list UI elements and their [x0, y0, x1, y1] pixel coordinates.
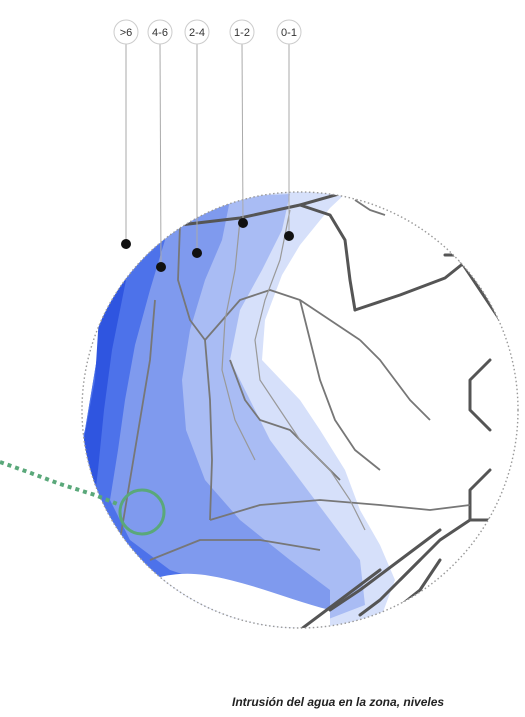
legend-marker-dot-1 — [156, 262, 166, 272]
map-caption: Intrusión del agua en la zona, niveles — [232, 695, 445, 709]
legend-label-circle-1 — [147, 19, 173, 45]
legend-label-1: 4-6 — [152, 27, 168, 39]
legend-label-circle-4 — [276, 19, 302, 45]
map-boundary — [81, 191, 519, 629]
secondary-roads — [119, 199, 471, 561]
highlight-circle — [118, 488, 166, 536]
legend-marker-dot-3 — [238, 218, 248, 228]
highlight-leader-line — [0, 460, 121, 507]
legend-leader-line-1 — [159, 43, 162, 268]
legend-label-0: >6 — [120, 27, 133, 39]
legend-label-circle-3 — [229, 19, 255, 45]
flood-zone-over-6 — [82, 210, 132, 600]
legend-label-4: 0-1 — [281, 27, 297, 39]
legend-label-3: 1-2 — [234, 27, 250, 39]
legend-marker-dot-2 — [192, 248, 202, 258]
legend-label-2: 2-4 — [189, 27, 205, 39]
depth-legend: >6 4-6 2-4 1-2 0-1 — [113, 19, 302, 272]
legend-leader-line-3 — [241, 43, 244, 224]
legend-marker-dot-0 — [121, 239, 131, 249]
legend-marker-dot-4 — [284, 231, 294, 241]
outline-road-network — [221, 209, 366, 531]
legend-label-circle-2 — [184, 19, 210, 45]
legend-label-circle-0 — [113, 19, 139, 45]
